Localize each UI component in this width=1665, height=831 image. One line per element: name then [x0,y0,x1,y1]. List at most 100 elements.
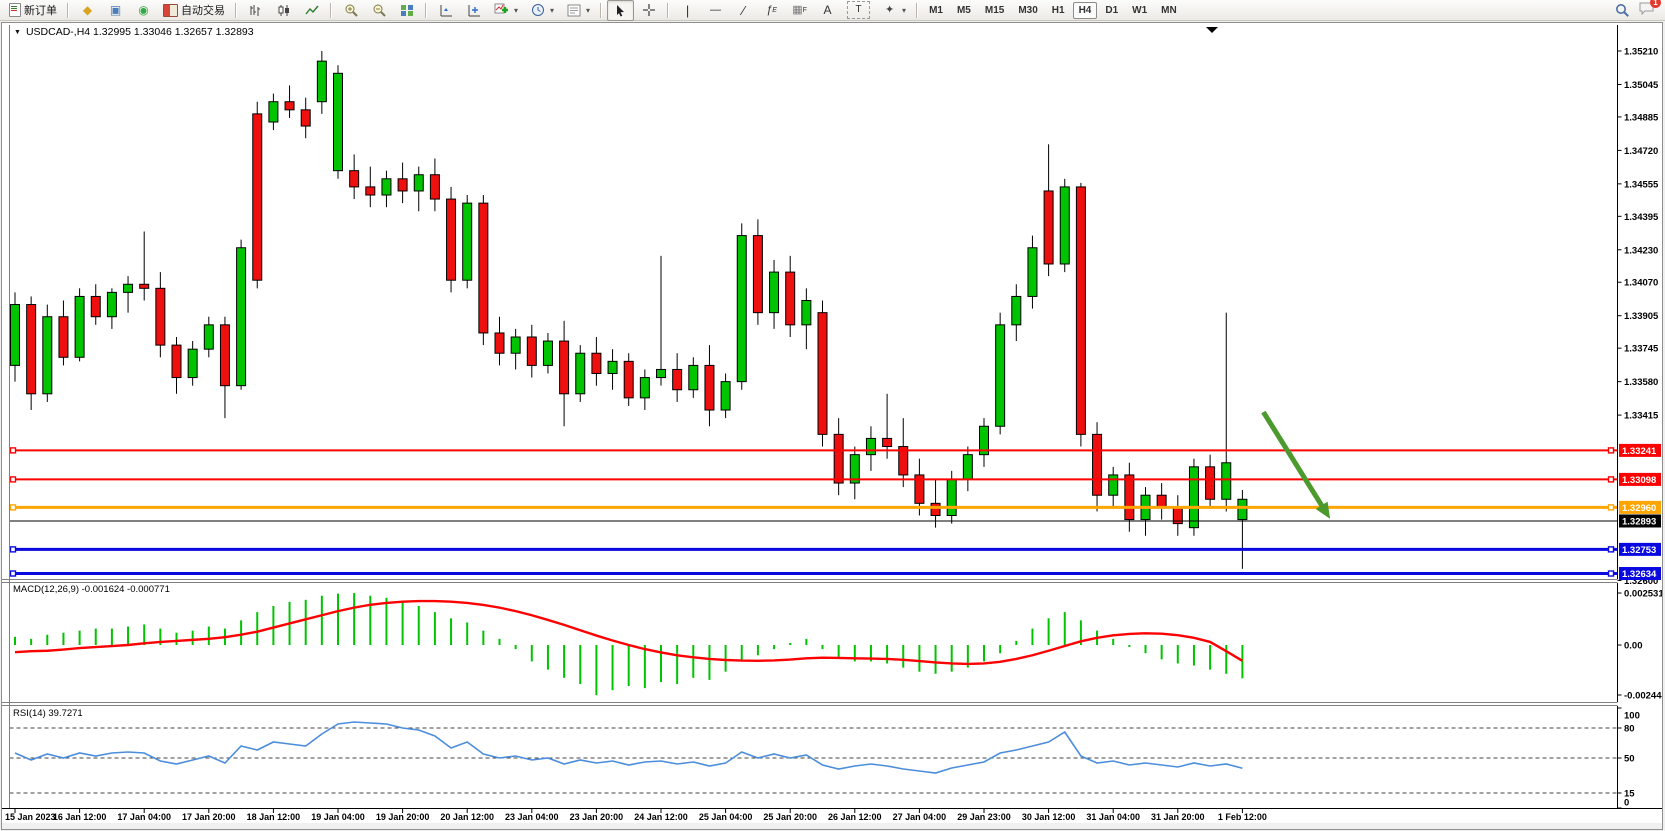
channel-button[interactable]: ▦ F [786,0,813,21]
trendline-icon: ∕ [742,2,745,18]
horizontal-line-button[interactable]: — [702,0,729,21]
candle-up [736,235,747,383]
line-handle[interactable] [9,570,17,577]
zoom-out-button[interactable] [365,0,392,21]
candle-up [1027,247,1038,297]
line-handle[interactable] [9,476,17,483]
price-badge-label: 1.33241 [1622,446,1657,457]
candle-up [74,295,85,358]
clock-icon [529,2,546,18]
data-window-button[interactable]: ▣ [102,0,129,21]
candle-down [139,283,150,289]
candle-down [898,446,909,476]
timeframe-H1[interactable]: H1 [1051,4,1065,16]
timeframe-M15[interactable]: M15 [984,4,1005,16]
search-icon[interactable] [1614,2,1631,18]
candle-down [1075,186,1086,435]
chat-button[interactable]: 1 [1639,0,1661,20]
line-handle[interactable] [9,504,17,511]
dropdown-caret-icon: ▾ [902,5,907,15]
time-axis-label: 23 Jan 20:00 [570,812,624,822]
candle-down [752,235,763,314]
separator [600,2,603,18]
time-axis-label: 30 Jan 12:00 [1022,812,1076,822]
timeframe-H4[interactable]: H4 [1072,1,1098,19]
indicators-button[interactable]: ▾ [488,0,523,21]
rsi-line [14,721,1243,774]
new-order-button[interactable]: 新订单 [4,0,62,21]
candle-up [381,178,392,196]
zoom-in-icon [342,2,359,18]
timeframe-W1[interactable]: W1 [1132,4,1148,16]
line-handle[interactable] [1607,546,1615,553]
candle-up [688,364,699,391]
time-axis-label: 31 Jan 04:00 [1086,812,1140,822]
tile-windows-icon [398,2,415,18]
vertical-line-button[interactable]: | [674,0,701,21]
candle-down [397,178,408,192]
text-button[interactable]: A [814,0,841,21]
candle-down [478,202,489,334]
trendline-button[interactable]: ∕ [730,0,757,21]
time-axis-label: 17 Jan 04:00 [117,812,171,822]
timeframe-M5[interactable]: M5 [956,4,971,16]
crosshair-button[interactable] [635,0,662,21]
price-axis-label: 1.33415 [1624,411,1659,422]
chart-shift-button[interactable] [460,0,487,21]
price-badge-label: 1.32960 [1622,503,1656,514]
line-chart-icon [303,2,320,18]
arrows-button[interactable]: ✦ ▾ [876,0,911,21]
templates-button[interactable]: ▾ [560,0,595,21]
line-handle[interactable] [9,546,17,553]
zoom-in-button[interactable] [337,0,364,21]
timeframe-M1[interactable]: M1 [929,4,943,16]
price-badge-label: 1.32893 [1622,516,1656,527]
candle-up [575,352,586,395]
candle-up [203,324,214,350]
line-handle[interactable] [9,447,17,454]
candle-up [946,478,957,517]
time-axis-label: 17 Jan 20:00 [182,812,236,822]
candle-down [219,324,230,387]
candle-down [1205,466,1216,500]
annotation-arrow-line[interactable] [1261,410,1325,509]
macd-axis-label: 0.002531 [1624,589,1662,600]
macd-signal-line [14,599,1244,666]
auto-scroll-button[interactable] [432,0,459,21]
timeframe-MN[interactable]: MN [1161,4,1177,16]
bar-chart-button[interactable] [242,0,269,21]
line-handle[interactable] [1607,447,1615,454]
chart-window[interactable]: 1.35210 1.35045 1.34885 1.34720 1.34555 1.343… [1,22,1663,830]
timeframe-D1[interactable]: D1 [1105,4,1119,16]
tile-windows-button[interactable] [393,0,420,21]
candlestick-chart-icon [275,2,292,18]
candle-up [42,316,53,395]
time-axis-label: 25 Jan 20:00 [763,812,817,822]
candle-down [155,287,166,346]
chart-shift-icon [465,2,482,18]
chart-canvas[interactable]: 1.35210 1.35045 1.34885 1.34720 1.34555 1.343… [2,23,1662,829]
line-handle[interactable] [1607,504,1615,511]
periods-button[interactable]: ▾ [524,0,559,21]
annotation-arrow-head[interactable] [1315,501,1331,519]
line-handle[interactable] [1607,570,1615,577]
text-label-button[interactable]: T [842,0,875,21]
candle-up [1237,498,1248,521]
candle-up [801,299,812,326]
line-chart-button[interactable] [298,0,325,21]
candle-down [591,352,602,375]
line-handle[interactable] [1607,476,1615,483]
cursor-button[interactable] [607,0,635,21]
auto-trading-button[interactable]: 自动交易 [158,0,230,21]
market-watch-button[interactable]: ◆ [74,0,101,21]
time-axis-label: 16 Jan 12:00 [53,812,107,822]
candle-down [704,364,715,411]
dropdown-caret-icon: ▾ [586,5,591,15]
navigator-button[interactable]: ◉ [130,0,157,21]
price-axis-label: 1.34070 [1624,278,1658,289]
candlestick-chart-button[interactable] [270,0,297,21]
horizontal-line-icon: — [710,3,722,16]
timeframe-M30[interactable]: M30 [1018,4,1038,16]
candle-up [995,324,1006,427]
